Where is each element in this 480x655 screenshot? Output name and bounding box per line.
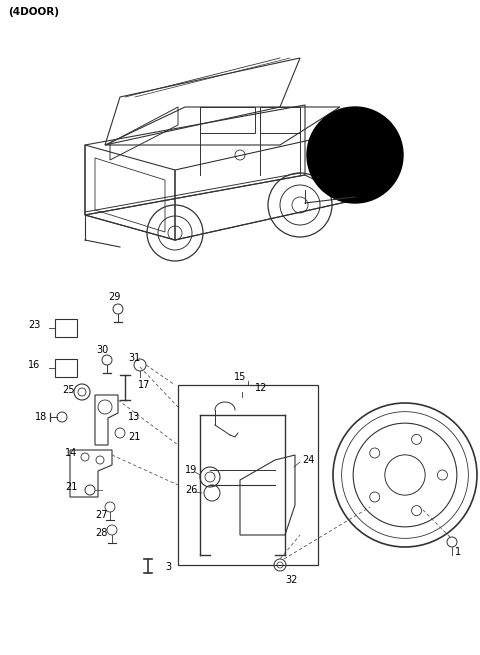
Text: 27: 27: [95, 510, 108, 520]
Text: 17: 17: [138, 380, 150, 390]
Text: 29: 29: [108, 292, 120, 302]
Text: 13: 13: [128, 412, 140, 422]
Text: 24: 24: [302, 455, 314, 465]
Text: 18: 18: [35, 412, 47, 422]
Bar: [178, 385, 318, 565]
Bar: [55, 359, 77, 377]
Text: 26: 26: [185, 485, 197, 495]
Text: 30: 30: [96, 345, 108, 355]
Text: 32: 32: [285, 575, 298, 585]
Text: 19: 19: [185, 465, 197, 475]
Text: 15: 15: [234, 372, 246, 382]
Text: 1: 1: [455, 547, 461, 557]
Text: 25: 25: [62, 385, 74, 395]
Text: (4DOOR): (4DOOR): [8, 7, 59, 17]
Text: 14: 14: [65, 448, 77, 458]
Text: 3: 3: [165, 562, 171, 572]
Text: 21: 21: [65, 482, 77, 492]
Text: 21: 21: [128, 432, 140, 442]
Circle shape: [307, 107, 403, 203]
Text: 28: 28: [95, 528, 108, 538]
Text: 31: 31: [128, 353, 140, 363]
Text: 23: 23: [28, 320, 40, 330]
Text: 16: 16: [28, 360, 40, 370]
Text: 12: 12: [255, 383, 267, 393]
Bar: [55, 319, 77, 337]
